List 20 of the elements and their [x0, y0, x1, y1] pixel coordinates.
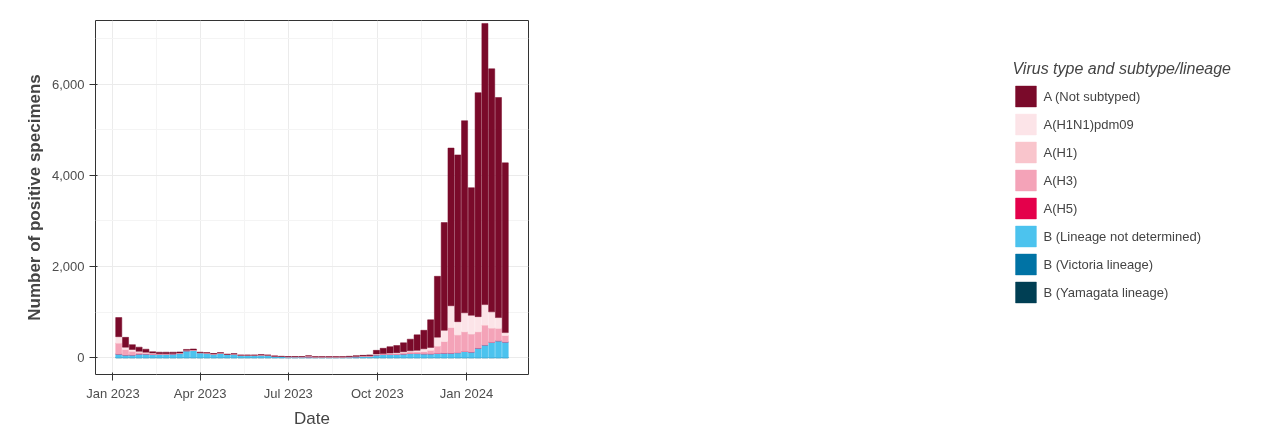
x-tick-label: Jul 2023 [263, 385, 313, 401]
legend-label: A(H1N1)pdm09 [1043, 116, 1134, 132]
legend-label: B (Yamagata lineage) [1043, 284, 1169, 300]
legend-label: B (Victoria lineage) [1043, 256, 1154, 272]
legend-label: A(H1) [1043, 144, 1078, 160]
legend-title: Virus type and subtype/lineage [1012, 60, 1231, 78]
legend-label: A(H5) [1043, 200, 1078, 216]
y-tick-label: 2,000 [51, 259, 85, 275]
x-axis-title: Date [294, 408, 330, 428]
x-tick-label: Jan 2024 [439, 385, 494, 401]
x-tick-label: Apr 2023 [173, 385, 227, 401]
y-tick-label: 6,000 [51, 76, 85, 92]
legend-label: B (Lineage not determined) [1043, 228, 1202, 244]
y-tick-label: 4,000 [51, 167, 85, 183]
x-tick-label: Oct 2023 [351, 385, 404, 401]
y-tick-label: 0 [77, 350, 85, 366]
legend-label: A (Not subtyped) [1043, 88, 1141, 104]
y-axis-title: Number of positive specimens [24, 74, 44, 321]
x-tick-label: Jan 2023 [86, 385, 140, 401]
legend-label: A(H3) [1043, 172, 1078, 188]
